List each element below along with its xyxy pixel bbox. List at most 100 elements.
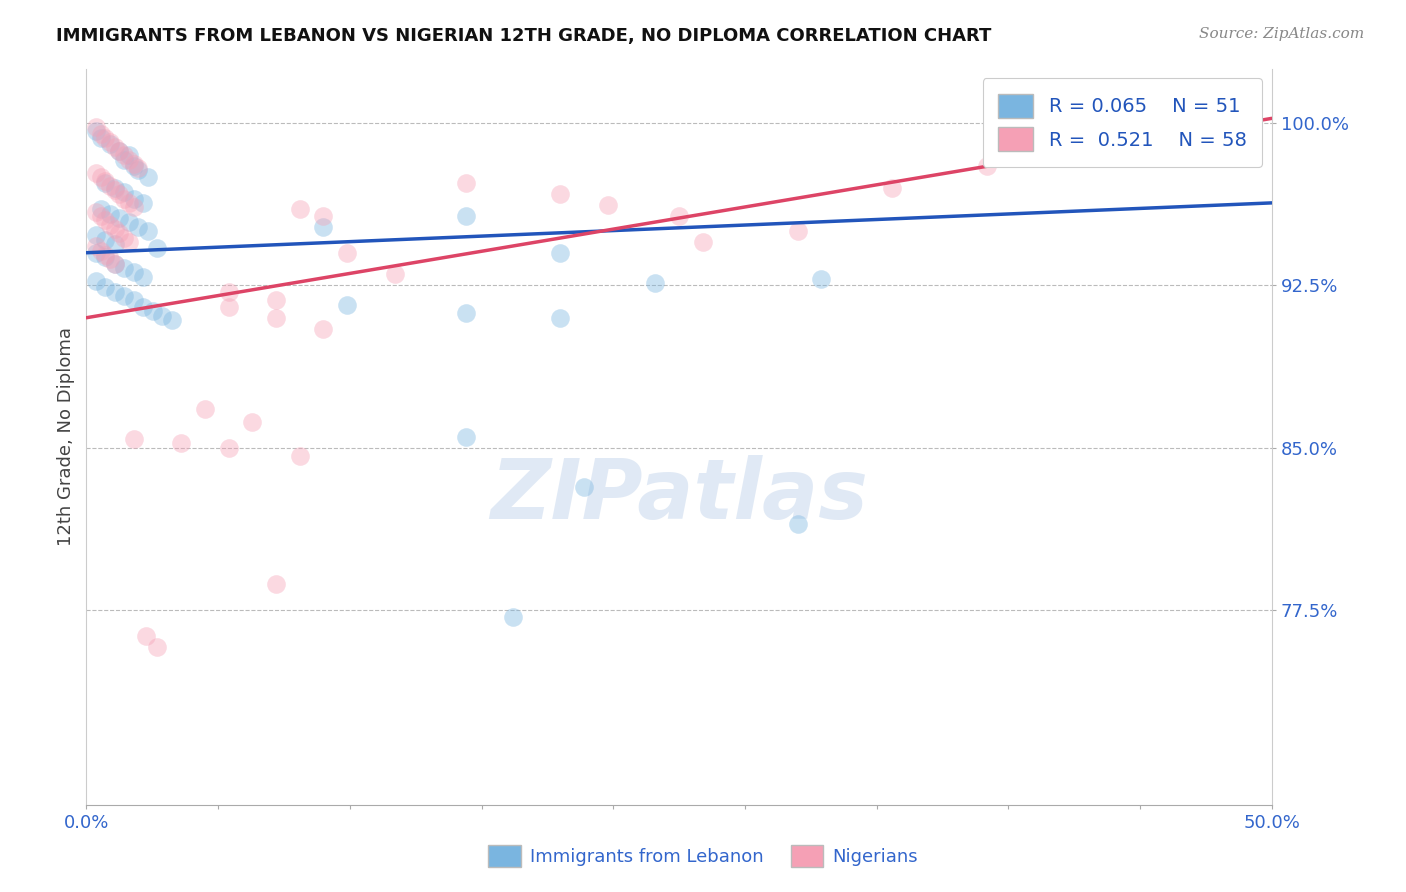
Point [104,256,127,270]
Point [454,430,477,444]
Point [84,245,107,260]
Point [98,135,121,149]
Point [84,204,107,219]
Point [240,415,263,429]
Point [454,306,477,320]
Point [218,300,240,314]
Point [122,265,145,279]
Point [454,177,477,191]
Point [112,289,135,303]
Point [596,198,619,212]
Point [194,401,217,416]
Point [118,215,141,229]
Point [454,209,477,223]
Point [810,271,832,285]
Point [668,209,690,223]
Point [104,256,127,270]
Point [218,441,240,455]
Point [89,127,111,141]
Point [104,139,127,153]
Point [127,219,149,234]
Point [170,436,193,450]
Point [94,233,117,247]
Point [89,209,111,223]
Point [112,230,135,244]
Point [127,163,149,178]
Point [288,202,311,217]
Point [312,209,335,223]
Point [146,241,169,255]
Point [264,577,287,591]
Point [127,161,149,176]
Point [108,187,131,202]
Point [122,293,145,308]
Point [94,131,117,145]
Point [160,313,183,327]
Y-axis label: 12th Grade, No Diploma: 12th Grade, No Diploma [58,327,75,547]
Point [122,157,145,171]
Point [150,309,173,323]
Point [135,629,157,643]
Point [108,226,131,240]
Point [84,165,107,179]
Point [142,304,165,318]
Point [89,131,111,145]
Point [84,239,107,253]
Point [502,610,524,624]
Point [104,183,127,197]
Point [122,159,145,173]
Point [112,148,135,162]
Point [312,219,335,234]
Point [94,174,117,188]
Point [146,640,169,655]
Point [89,202,111,217]
Point [122,200,145,214]
Point [122,432,145,446]
Point [692,235,714,249]
Point [118,195,141,210]
Point [132,269,155,284]
Point [384,268,406,282]
Point [94,280,117,294]
Point [550,187,572,202]
Point [218,285,240,299]
Point [94,177,117,191]
Point [94,250,117,264]
Point [312,321,335,335]
Text: IMMIGRANTS FROM LEBANON VS NIGERIAN 12TH GRADE, NO DIPLOMA CORRELATION CHART: IMMIGRANTS FROM LEBANON VS NIGERIAN 12TH… [56,27,991,45]
Point [264,310,287,325]
Point [264,293,287,308]
Legend: R = 0.065    N = 51, R =  0.521    N = 58: R = 0.065 N = 51, R = 0.521 N = 58 [983,78,1263,167]
Point [104,237,127,252]
Point [882,180,904,194]
Point [84,120,107,134]
Point [104,222,127,236]
Point [112,192,135,206]
Point [122,192,145,206]
Point [136,224,159,238]
Legend: Immigrants from Lebanon, Nigerians: Immigrants from Lebanon, Nigerians [481,838,925,874]
Text: Source: ZipAtlas.com: Source: ZipAtlas.com [1198,27,1364,41]
Point [118,148,141,162]
Point [89,244,111,258]
Point [104,285,127,299]
Point [786,224,808,238]
Text: ZIPatlas: ZIPatlas [491,456,868,536]
Point [108,144,131,158]
Point [786,516,808,531]
Point [644,276,666,290]
Point [336,245,359,260]
Point [98,252,121,267]
Point [104,180,127,194]
Point [94,213,117,227]
Point [84,274,107,288]
Point [132,300,155,314]
Point [98,178,121,193]
Point [108,144,131,158]
Point [112,260,135,275]
Point [98,207,121,221]
Point [336,298,359,312]
Point [112,153,135,167]
Point [574,480,596,494]
Point [976,159,998,173]
